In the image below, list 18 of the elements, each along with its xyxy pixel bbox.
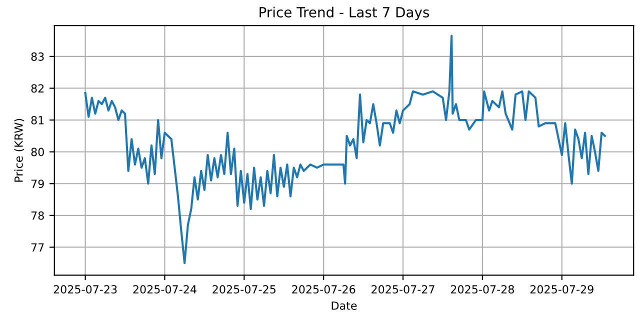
y-tick-label: 78	[31, 211, 44, 220]
y-tick-label: 79	[31, 180, 44, 188]
y-tick-label: 81	[31, 116, 44, 124]
y-tick-label: 77	[31, 243, 44, 252]
x-axis-title: Date	[332, 302, 357, 310]
line-series	[84, 34, 606, 264]
x-tick-label: 2025-07-26	[292, 285, 356, 294]
y-tick-label: 83	[31, 52, 44, 61]
y-axis-title: Price (KRW)	[14, 118, 24, 182]
x-tick-label: 2025-07-27	[372, 285, 434, 294]
y-tick-label: 82	[31, 84, 44, 93]
x-tick-label: 2025-07-29	[530, 285, 594, 294]
x-tick-label: 2025-07-25	[212, 285, 276, 294]
x-tick-label: 2025-07-23	[54, 285, 117, 294]
y-tick-label: 80	[31, 148, 44, 156]
x-tick-label: 2025-07-28	[450, 285, 514, 294]
chart-title: Price Trend - Last 7 Days	[260, 6, 430, 20]
x-tick-label: 2025-07-24	[133, 285, 196, 294]
